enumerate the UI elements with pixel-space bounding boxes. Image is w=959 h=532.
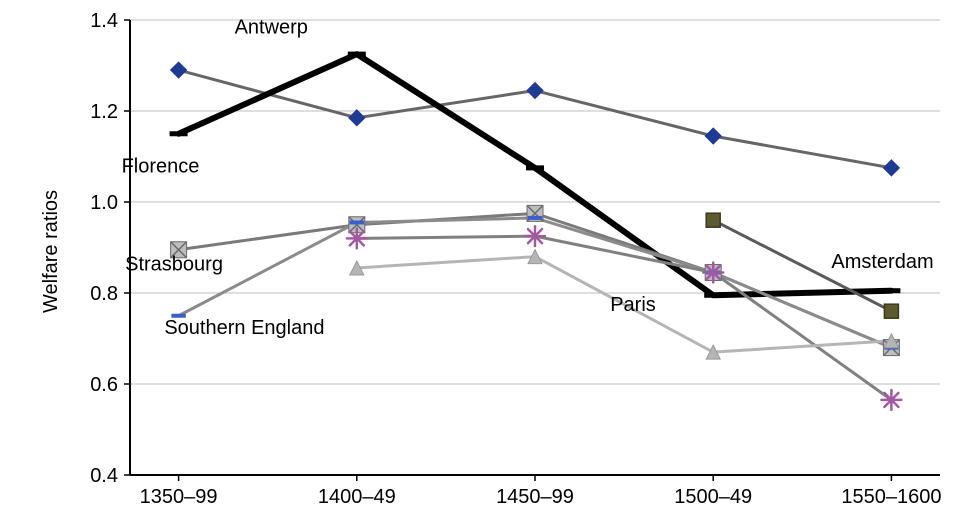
svg-text:Florence: Florence: [122, 155, 200, 177]
svg-text:1.2: 1.2: [90, 101, 118, 123]
svg-text:1.4: 1.4: [90, 10, 118, 32]
svg-text:Southern England: Southern England: [164, 317, 324, 339]
svg-text:1500–49: 1500–49: [674, 486, 752, 508]
y-axis-label: Welfare ratios: [40, 189, 63, 312]
svg-text:0.6: 0.6: [90, 374, 118, 396]
welfare-ratios-chart: 0.4 0.6 0.8 1.0 1.2 1.4 1350–99 1400–49 1450–99 1…: [0, 0, 959, 532]
svg-text:1400–49: 1400–49: [318, 486, 396, 508]
svg-text:1350–99: 1350–99: [140, 486, 218, 508]
svg-text:1550–1600: 1550–1600: [841, 486, 941, 508]
svg-text:0.8: 0.8: [90, 283, 118, 305]
chart-svg: 0.4 0.6 0.8 1.0 1.2 1.4 1350–99 1400–49 1450–99 1…: [0, 0, 959, 532]
svg-text:Paris: Paris: [610, 294, 656, 316]
svg-text:Antwerp: Antwerp: [235, 17, 308, 39]
svg-text:1450–99: 1450–99: [496, 486, 574, 508]
svg-text:Amsterdam: Amsterdam: [831, 251, 933, 273]
svg-text:Strasbourg: Strasbourg: [125, 253, 223, 275]
svg-text:0.4: 0.4: [90, 465, 118, 487]
svg-text:1.0: 1.0: [90, 192, 118, 214]
